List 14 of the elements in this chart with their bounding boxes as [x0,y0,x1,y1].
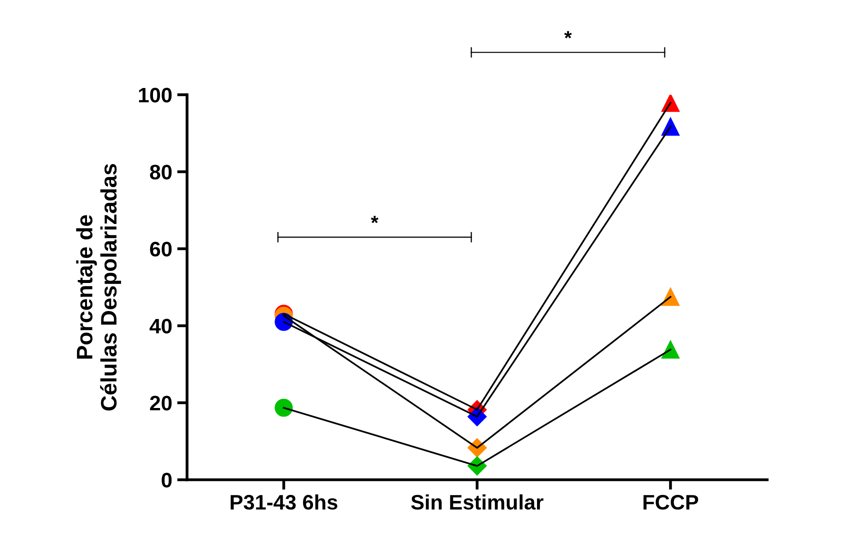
x-tick-label: P31-43 6hs [230,494,338,510]
text: * [564,31,572,38]
y-tick-label: 0 [162,472,172,488]
x-tick-label: FCCP [644,494,698,510]
point [661,340,680,359]
y-tick-label: 60 [150,242,172,256]
annotation: * [370,216,378,224]
y-tick-label: 20 [150,396,172,411]
y-tick-label: 40 [150,318,172,334]
y-tick-label: 100 [139,88,172,102]
x-tick-label: Sin Estimular [411,494,544,510]
point [274,398,293,417]
y-tick-label: 80 [150,164,172,180]
y-axis-title: Porcentaje de Células Despolarizadas [76,164,122,410]
